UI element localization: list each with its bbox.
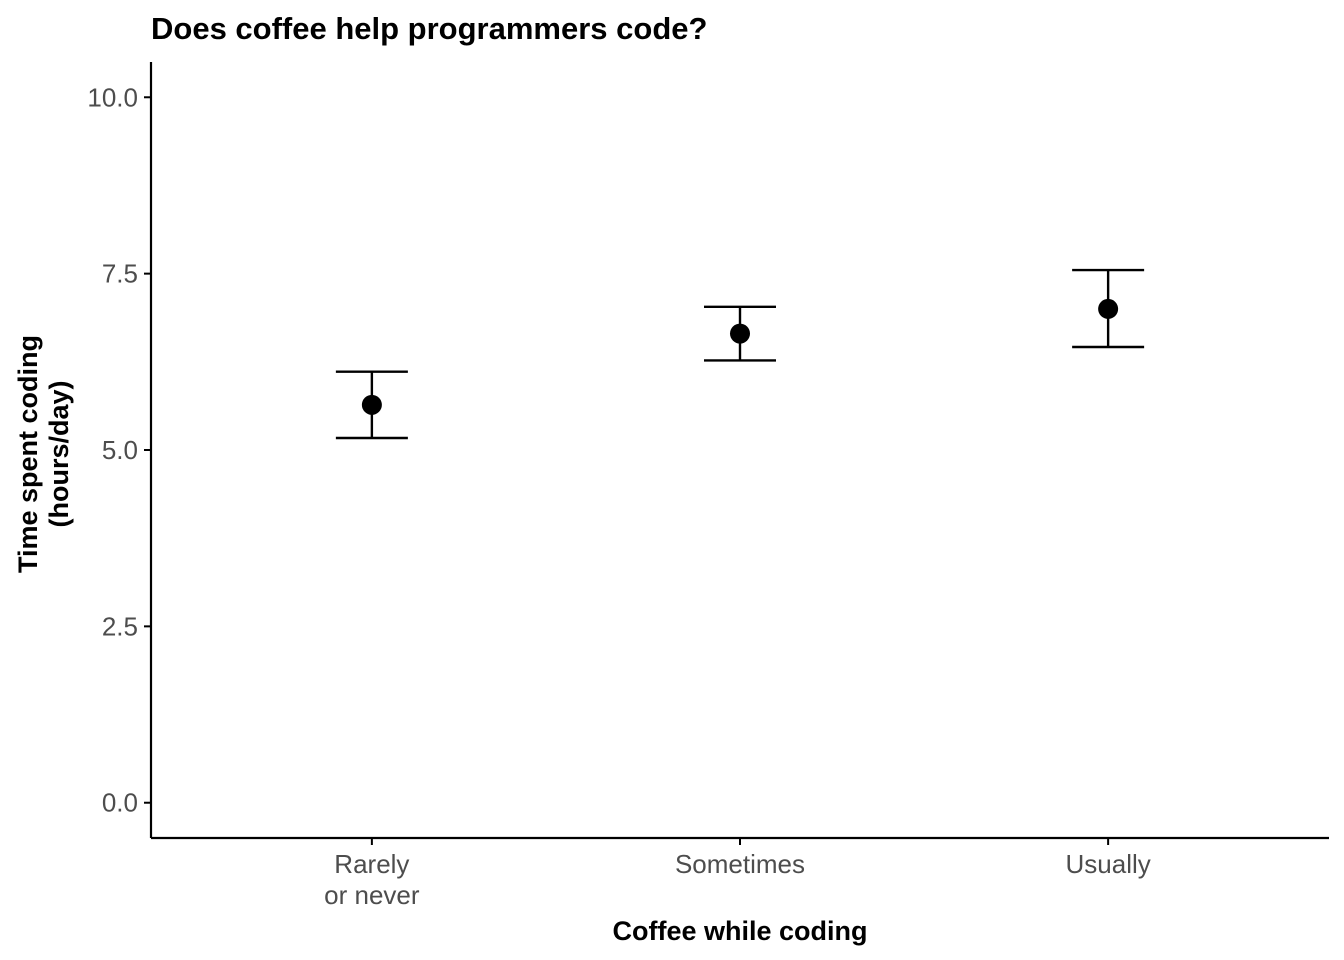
y-tick-label: 10.0 [87,82,138,112]
x-tick-label: Usually [1066,849,1151,879]
chart-title: Does coffee help programmers code? [151,11,707,46]
y-axis-title-line-2: (hours/day) [44,380,74,527]
data-point [361,394,382,415]
x-tick-label: or never [324,880,420,910]
y-axis-title-line-1: Time spent coding [13,335,43,573]
x-tick-label: Sometimes [675,849,805,879]
y-tick-label: 7.5 [102,259,138,289]
x-axis-title: Coffee while coding [612,916,867,946]
y-tick-label: 0.0 [102,788,138,818]
data-point [1098,298,1119,319]
data-point [730,323,750,344]
y-axis-title: Time spent coding (hours/day) [13,335,74,573]
y-tick-label: 5.0 [102,435,138,465]
y-tick-label: 2.5 [102,611,138,641]
x-tick-label: Rarely [334,849,409,879]
